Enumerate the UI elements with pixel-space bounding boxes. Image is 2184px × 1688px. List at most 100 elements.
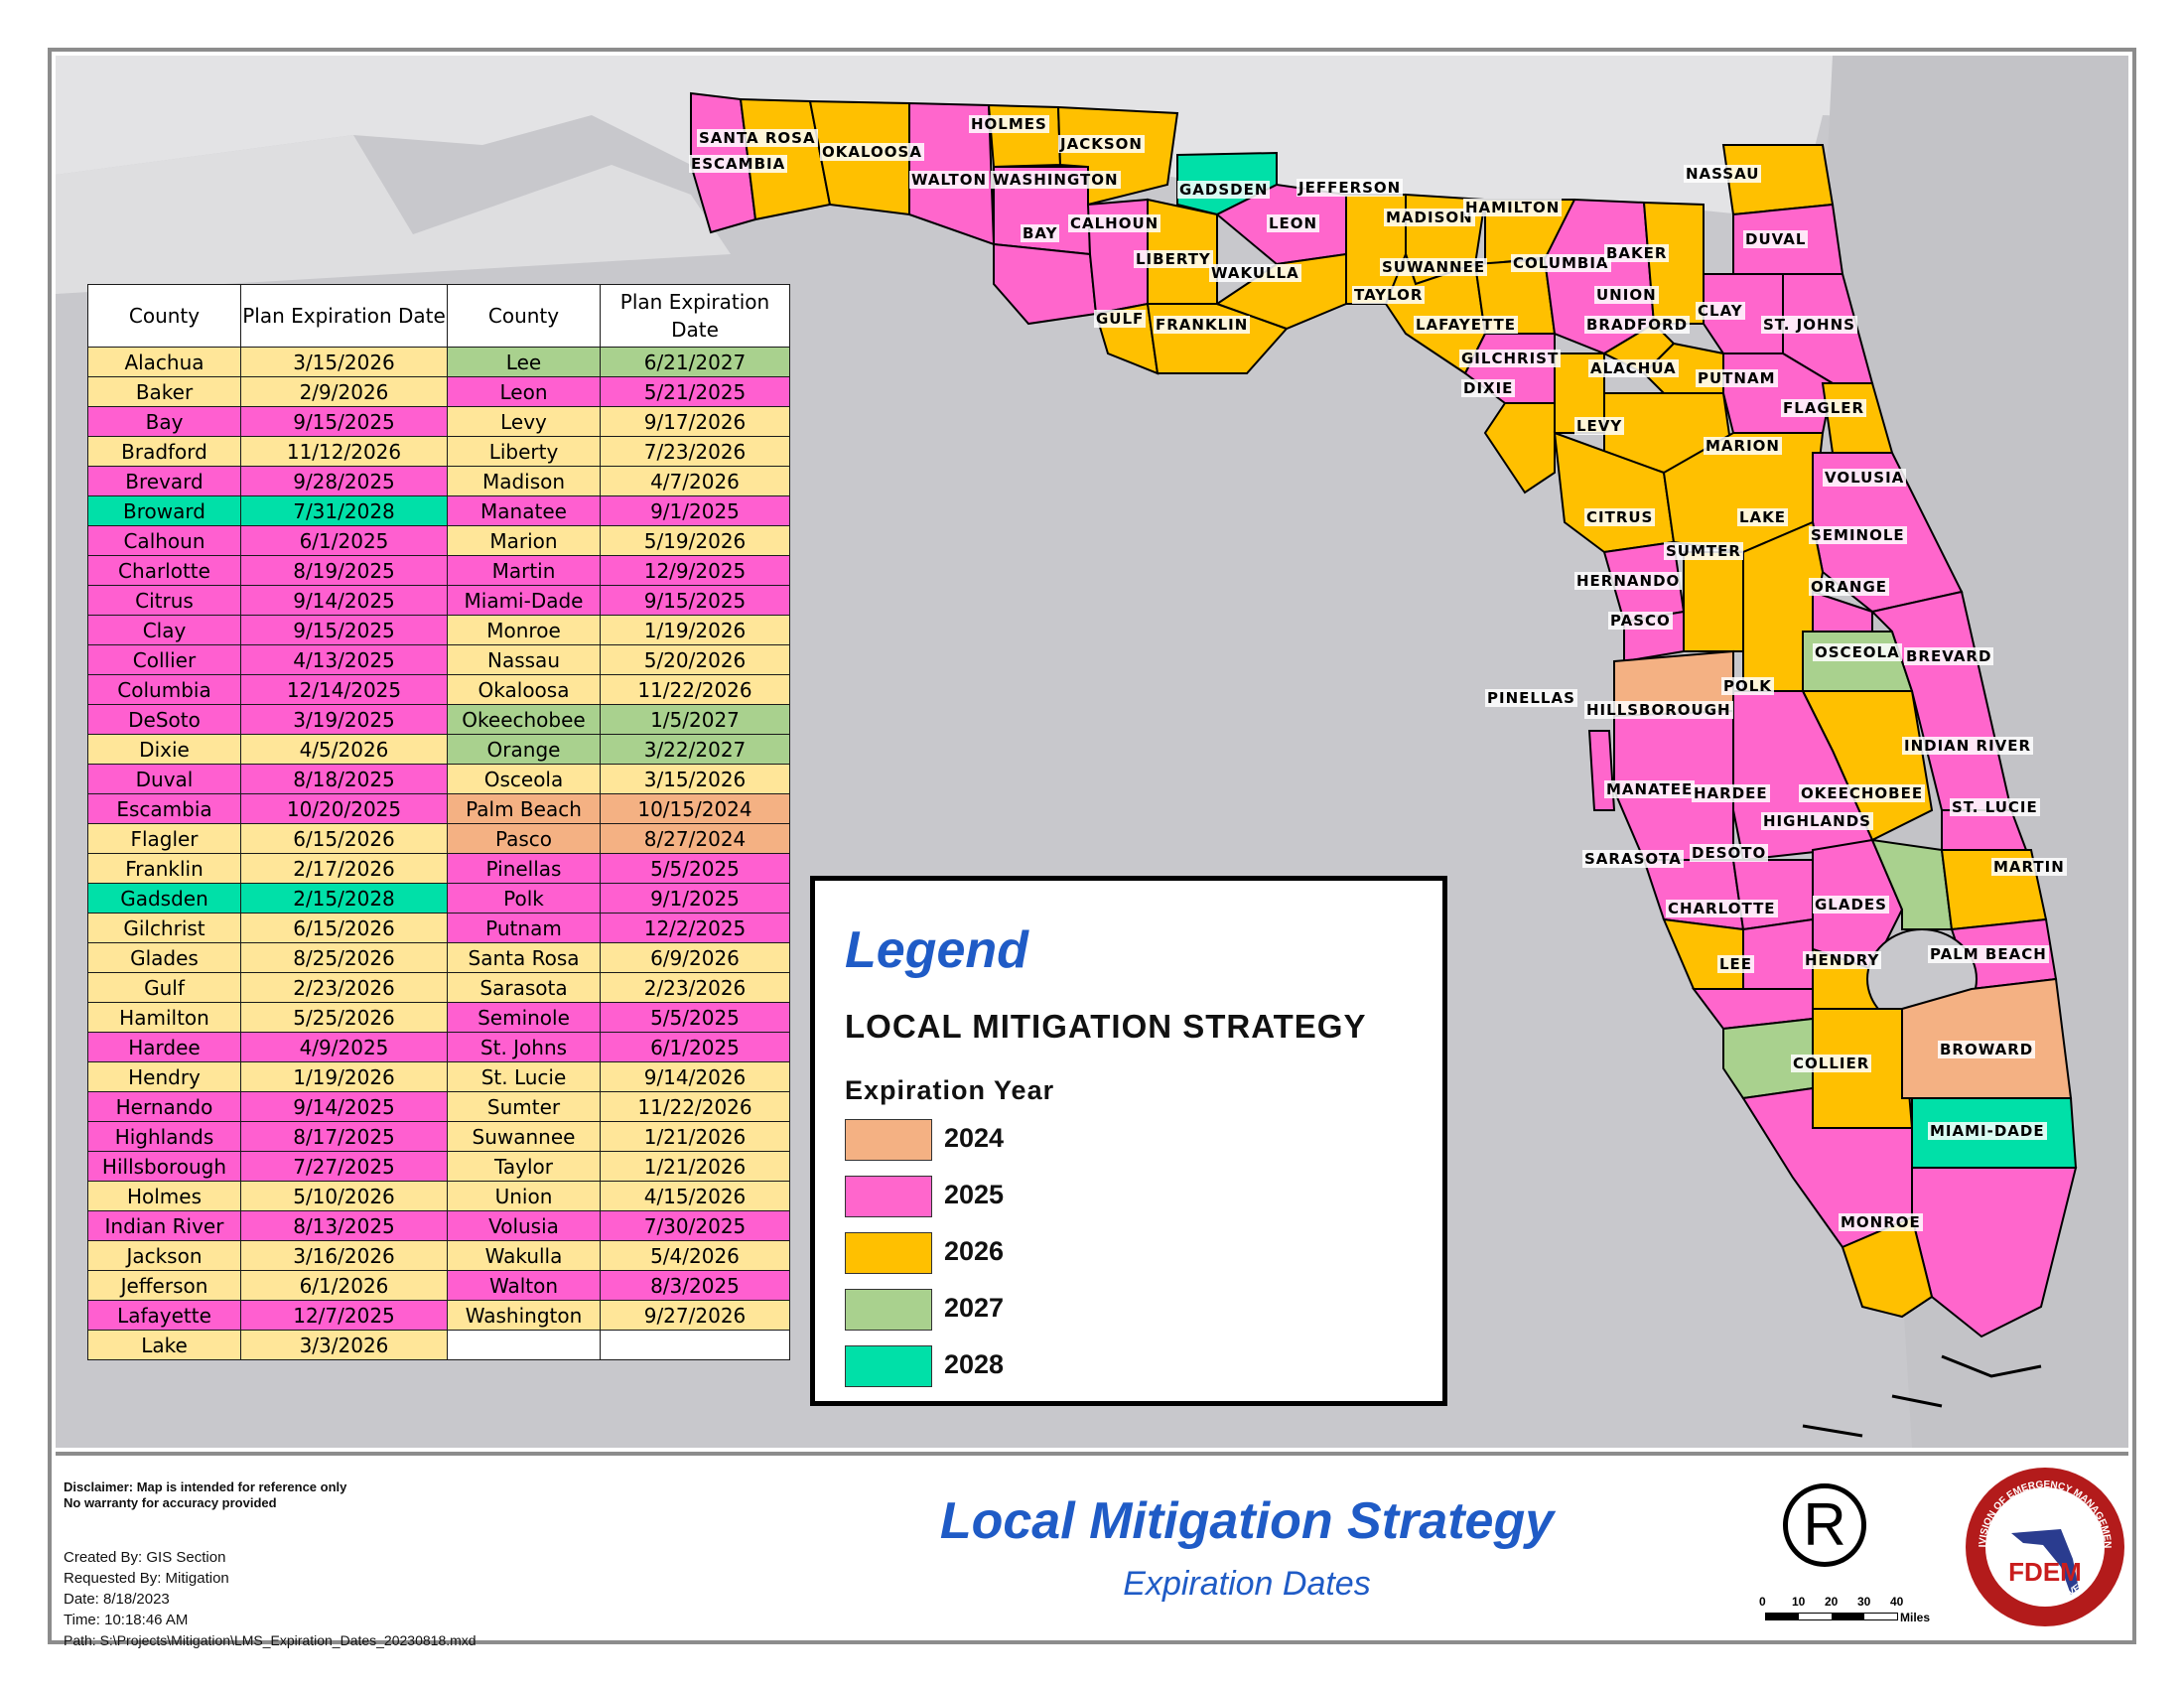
date-cell: 7/27/2025 [240, 1151, 448, 1182]
county-label-gadsden: GADSDEN [1177, 181, 1271, 199]
legend-subtitle: LOCAL MITIGATION STRATEGY [845, 1008, 1367, 1045]
date-cell: 8/18/2025 [240, 764, 448, 794]
table-row: Hendry 1/19/2026 St. Lucie 9/14/2026 [87, 1061, 790, 1092]
date-cell: 9/15/2025 [240, 615, 448, 645]
county-cell: Washington [447, 1300, 601, 1331]
county-cell: Palm Beach [447, 793, 601, 824]
county-cell: Baker [87, 376, 241, 407]
date-cell: 5/25/2026 [240, 1002, 448, 1033]
table-row: Collier 4/13/2025 Nassau 5/20/2026 [87, 644, 790, 675]
date-cell: 3/15/2026 [240, 347, 448, 377]
date-cell: 1/19/2026 [600, 615, 790, 645]
county-label-union: UNION [1594, 286, 1659, 304]
table-row: Holmes 5/10/2026 Union 4/15/2026 [87, 1181, 790, 1211]
county-cell: Escambia [87, 793, 241, 824]
north-symbol: R [1803, 1491, 1846, 1558]
date-cell: 11/22/2026 [600, 1091, 790, 1122]
scale-tick: 20 [1825, 1595, 1839, 1609]
date-cell: 8/25/2026 [240, 942, 448, 973]
date-cell: 7/23/2026 [600, 436, 790, 467]
county-label-polk: POLK [1721, 677, 1774, 695]
table-row: Duval 8/18/2025 Osceola 3/15/2026 [87, 764, 790, 794]
county-cell: Union [447, 1181, 601, 1211]
date-cell: 9/15/2025 [240, 406, 448, 437]
date-cell: 6/9/2026 [600, 942, 790, 973]
legend-group: Expiration Year [845, 1075, 1055, 1105]
county-cell: Walton [447, 1270, 601, 1301]
table-row: Lafayette 12/7/2025 Washington 9/27/2026 [87, 1300, 790, 1331]
county-label-brevard: BREVARD [1904, 647, 1994, 665]
table-row: Hernando 9/14/2025 Sumter 11/22/2026 [87, 1091, 790, 1122]
date-cell: 3/19/2025 [240, 704, 448, 735]
county-cell: Alachua [87, 347, 241, 377]
legend-label: 2028 [944, 1349, 1005, 1379]
footer: Disclaimer: Map is intended for referenc… [56, 1452, 2128, 1648]
legend-swatch [845, 1176, 932, 1217]
map-date: Date: 8/18/2023 [64, 1591, 170, 1608]
date-cell: 7/30/2025 [600, 1210, 790, 1241]
county-label-sarasota: SARASOTA [1582, 850, 1684, 868]
scale-bar: 0 10 20 30 40 Miles [1759, 1595, 1938, 1634]
date-cell: 2/9/2026 [240, 376, 448, 407]
north-arrow-icon: R [1783, 1483, 1866, 1567]
county-cell: Duval [87, 764, 241, 794]
date-cell: 6/21/2027 [600, 347, 790, 377]
legend-label: 2026 [944, 1236, 1005, 1266]
county-label-taylor: TAYLOR [1352, 286, 1426, 304]
county-label-manatee: MANATEE [1604, 780, 1696, 798]
county-cell: Polk [447, 883, 601, 914]
date-cell: 9/1/2025 [600, 883, 790, 914]
map-path: Path: S:\Projects\Mitigation\LMS_Expirat… [64, 1632, 477, 1648]
county-cell: DeSoto [87, 704, 241, 735]
county-label-lake: LAKE [1737, 508, 1789, 526]
date-cell: 3/3/2026 [240, 1330, 448, 1360]
table-row: Hardee 4/9/2025 St. Johns 6/1/2025 [87, 1032, 790, 1062]
date-cell: 8/19/2025 [240, 555, 448, 586]
county-label-suwannee: SUWANNEE [1380, 258, 1488, 276]
county-cell: Leon [447, 376, 601, 407]
table-row: Gadsden 2/15/2028 Polk 9/1/2025 [87, 883, 790, 914]
table-row: Alachua 3/15/2026 Lee 6/21/2027 [87, 347, 790, 377]
county-cell: Martin [447, 555, 601, 586]
legend-swatch [845, 1232, 932, 1274]
county-label-madison: MADISON [1384, 209, 1475, 226]
date-cell: 12/9/2025 [600, 555, 790, 586]
date-cell: 9/14/2025 [240, 585, 448, 616]
county-cell: Seminole [447, 1002, 601, 1033]
county-label-gulf: GULF [1094, 310, 1147, 328]
fdem-seal: FDEM DIVISION OF EMERGENCY MANAGEMENT OF… [1958, 1456, 2128, 1630]
county-cell: Pinellas [447, 853, 601, 884]
county-cell: Franklin [87, 853, 241, 884]
county-label-okaloosa: OKALOOSA [820, 143, 924, 161]
county-label-holmes: HOLMES [969, 115, 1049, 133]
table-row: Hamilton 5/25/2026 Seminole 5/5/2025 [87, 1002, 790, 1033]
table-row: DeSoto 3/19/2025 Okeechobee 1/5/2027 [87, 704, 790, 735]
date-cell: 1/19/2026 [240, 1061, 448, 1092]
county-label-broward: BROWARD [1938, 1041, 2036, 1058]
date-cell: 6/1/2025 [240, 525, 448, 556]
date-cell: 2/23/2026 [240, 972, 448, 1003]
legend-label: 2024 [944, 1123, 1005, 1153]
legend-swatch [845, 1345, 932, 1387]
county-label-putnam: PUTNAM [1696, 369, 1778, 387]
date-cell: 8/27/2024 [600, 823, 790, 854]
date-cell: 3/22/2027 [600, 734, 790, 765]
legend-title: Legend [845, 921, 1028, 979]
table-row: Dixie 4/5/2026 Orange 3/22/2027 [87, 734, 790, 765]
county-label-st-lucie: ST. LUCIE [1950, 798, 2040, 816]
disclaimer-line-2: No warranty for accuracy provided [64, 1495, 277, 1510]
table-row: Broward 7/31/2028 Manatee 9/1/2025 [87, 495, 790, 526]
created-by: Created By: GIS Section [64, 1549, 226, 1566]
county-label-levy: LEVY [1574, 417, 1625, 435]
county-cell: St. Johns [447, 1032, 601, 1062]
county-cell: Holmes [87, 1181, 241, 1211]
county-cell: Okaloosa [447, 674, 601, 705]
county-label-hernando: HERNANDO [1574, 572, 1683, 590]
county-cell: Manatee [447, 495, 601, 526]
county-label-columbia: COLUMBIA [1511, 254, 1611, 272]
county-cell: Jefferson [87, 1270, 241, 1301]
date-cell: 1/5/2027 [600, 704, 790, 735]
county-label-gilchrist: GILCHRIST [1459, 350, 1562, 367]
county-label-wakulla: WAKULLA [1209, 264, 1301, 282]
county-label-monroe: MONROE [1839, 1213, 1923, 1231]
